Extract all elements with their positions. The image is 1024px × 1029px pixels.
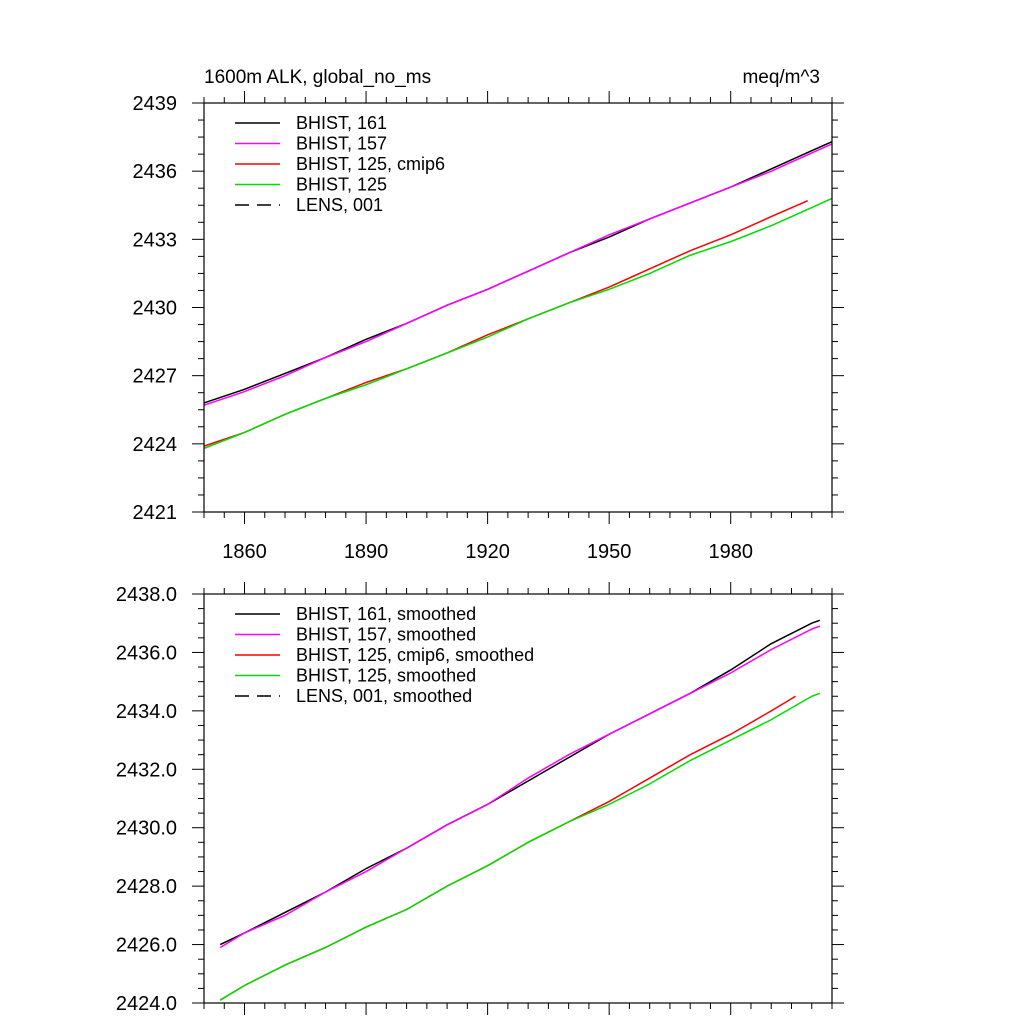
top-y-tick-label: 2424 [133,434,178,456]
bottom-y-tick-label: 2430.0 [116,818,177,840]
bottom-legend-label-4: LENS, 001, smoothed [296,686,472,706]
bottom-series-line-2 [219,695,796,1001]
bottom-series-line-1 [219,625,821,949]
top-legend-label-4: LENS, 001 [296,195,383,215]
bottom-y-tick-label: 2432.0 [116,759,177,781]
top-series-line-3 [203,197,833,450]
top-legend-label-2: BHIST, 125, cmip6 [296,154,445,174]
top-x-tick-label: 1920 [465,541,510,563]
top-x-tick-label: 1860 [222,541,267,563]
top-series-line-1 [203,143,833,406]
bottom-series-line-0 [219,619,821,946]
top-series-line-2 [203,200,808,447]
bottom-legend-label-2: BHIST, 125, cmip6, smoothed [296,645,534,665]
panel-top-title: 1600m ALK, global_no_ms [204,67,431,88]
bottom-legend-label-3: BHIST, 125, smoothed [296,666,476,686]
bottom-y-tick-label: 2434.0 [116,701,177,723]
top-y-tick-label: 2436 [133,161,178,183]
panel-top-units: meq/m^3 [742,67,820,88]
bottom-y-tick-label: 2438.0 [116,584,177,606]
panel-bottom: 2424.0 2426.0 2428.0 2430.0 2432.0 2434.0 2436… [116,582,844,1015]
top-x-tick-label: 1980 [708,541,753,563]
bottom-y-tick-label: 2424.0 [116,993,177,1015]
bottom-y-tick-label: 2426.0 [116,935,177,957]
top-x-tick-label: 1890 [344,541,389,563]
top-legend-label-3: BHIST, 125 [296,175,387,195]
bottom-y-tick-label: 2428.0 [116,876,177,898]
top-x-tick-label: 1950 [587,541,632,563]
bottom-y-tick-label: 2436.0 [116,642,177,664]
top-legend-label-0: BHIST, 161 [296,113,387,133]
top-y-tick-label: 2439 [133,93,178,115]
top-y-tick-label: 2433 [133,229,178,251]
top-y-tick-label: 2427 [133,366,178,388]
top-y-tick-label: 2430 [133,298,178,320]
top-legend-label-1: BHIST, 157 [296,134,387,154]
bottom-series-line-3 [219,692,821,1001]
top-y-tick-label: 2421 [133,502,178,524]
bottom-legend-label-1: BHIST, 157, smoothed [296,625,476,645]
panel-top: 1600m ALK, global_no_ms meq/m^3 1860 1890… [133,67,844,563]
bottom-legend-label-0: BHIST, 161, smoothed [296,604,476,624]
